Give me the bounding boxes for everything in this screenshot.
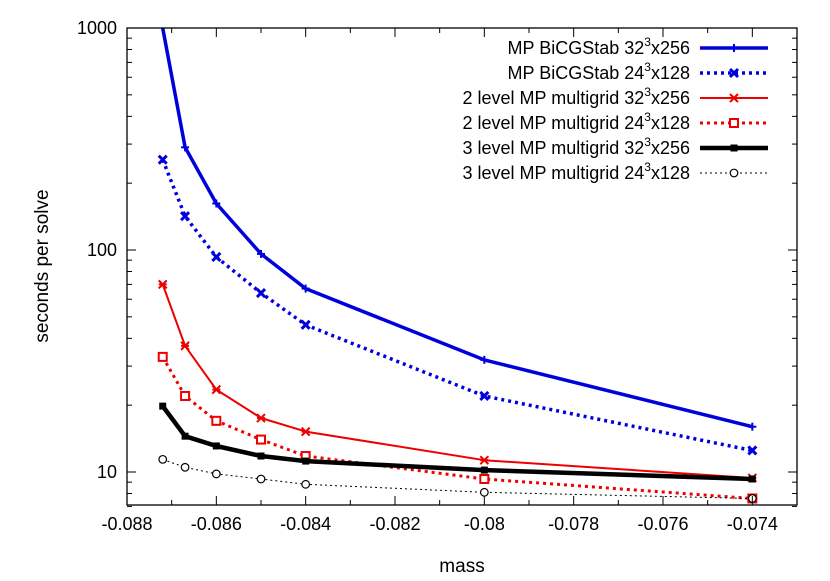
x-tick-label: -0.088 <box>101 514 152 534</box>
plus-marker <box>748 422 757 431</box>
square-marker <box>212 442 220 450</box>
box-marker <box>256 434 266 445</box>
legend-label: 2 level MP multigrid 323x256 <box>463 85 690 108</box>
x-tick-label: -0.082 <box>369 514 420 534</box>
circle-marker <box>301 479 311 489</box>
x-tick-label: -0.08 <box>464 514 505 534</box>
plus-marker <box>480 355 489 364</box>
star-marker <box>479 455 490 465</box>
x-axis-label: mass <box>439 556 484 577</box>
circle-marker <box>256 474 266 484</box>
x-marker <box>300 319 311 330</box>
x-marker-b <box>180 211 191 222</box>
x-marker-b <box>747 445 758 456</box>
box-marker <box>157 351 168 362</box>
x-marker <box>157 154 168 165</box>
legend-label: MP BiCGStab 323x256 <box>508 35 690 58</box>
x-tick-label: -0.084 <box>280 514 331 534</box>
series-2 <box>157 154 758 456</box>
box-marker <box>729 118 739 128</box>
x-marker <box>211 251 222 263</box>
plus-marker <box>301 284 310 293</box>
circle-marker <box>158 454 168 464</box>
star-marker <box>158 279 168 290</box>
x-marker-b <box>728 67 740 79</box>
star-marker <box>300 426 311 437</box>
x-tick-label: -0.074 <box>727 514 778 534</box>
series-line <box>161 284 753 479</box>
y-tick-label: 100 <box>87 240 117 260</box>
plus-marker <box>212 199 221 208</box>
legend-label: 2 level MP multigrid 243x128 <box>463 110 690 133</box>
y-tick-label: 1000 <box>77 18 117 38</box>
square-marker <box>159 402 167 410</box>
legend-entry: 2 level MP multigrid 243x128 <box>463 110 768 133</box>
x-tick-label: -0.086 <box>191 514 242 534</box>
circle-marker <box>211 469 221 479</box>
x-marker <box>255 287 267 299</box>
x-marker <box>728 67 740 79</box>
series-layer <box>157 27 758 504</box>
x-marker-b <box>300 319 311 330</box>
square-marker <box>748 475 756 483</box>
x-tick-label: -0.078 <box>548 514 599 534</box>
y-axis-label: seconds per solve <box>32 189 53 342</box>
plot-frame <box>126 27 798 506</box>
series-line <box>160 404 753 482</box>
x-marker <box>180 211 191 222</box>
square-marker <box>480 466 488 474</box>
series-1 <box>160 27 757 431</box>
x-marker-b <box>211 251 222 263</box>
series-5 <box>159 402 756 483</box>
circle-marker <box>729 168 739 178</box>
x-marker-b <box>255 287 267 299</box>
box-marker <box>479 473 490 484</box>
star-marker <box>256 413 266 423</box>
square-marker <box>181 432 189 440</box>
box-marker <box>211 415 222 426</box>
x-marker <box>479 390 490 402</box>
legend-label: 3 level MP multigrid 243x128 <box>463 160 690 183</box>
plus-marker <box>730 44 738 52</box>
series-line <box>161 159 753 453</box>
legend-label: 3 level MP multigrid 323x256 <box>463 135 690 158</box>
legend-entry: 2 level MP multigrid 323x256 <box>463 85 768 108</box>
star-marker <box>729 93 739 103</box>
star-marker <box>211 384 222 395</box>
square-marker <box>302 457 310 465</box>
legend-entry: 3 level MP multigrid 243x128 <box>463 160 768 183</box>
box-marker <box>180 390 191 401</box>
legend-entry: MP BiCGStab 323x256 <box>508 35 768 58</box>
square-marker <box>257 452 265 460</box>
legend-entry: MP BiCGStab 243x128 <box>508 60 768 83</box>
series-6 <box>158 454 757 503</box>
plus-marker <box>257 249 265 258</box>
square-marker <box>730 144 738 152</box>
ticks-layer: -0.088 -0.086 -0.084 -0.082 -0.08 -0.078 -0.07… <box>77 18 797 534</box>
x-marker-b <box>157 154 168 165</box>
plus-marker <box>181 143 190 152</box>
x-marker <box>747 445 758 456</box>
legend-label: MP BiCGStab 243x128 <box>508 60 690 83</box>
legend-entry: 3 level MP multigrid 323x256 <box>463 135 768 158</box>
x-marker-b <box>479 390 490 402</box>
circle-marker <box>180 462 190 472</box>
x-tick-label: -0.076 <box>637 514 688 534</box>
circle-marker <box>479 487 489 497</box>
y-tick-label: 10 <box>97 462 117 482</box>
star-marker <box>180 341 190 351</box>
series-4 <box>157 351 758 504</box>
